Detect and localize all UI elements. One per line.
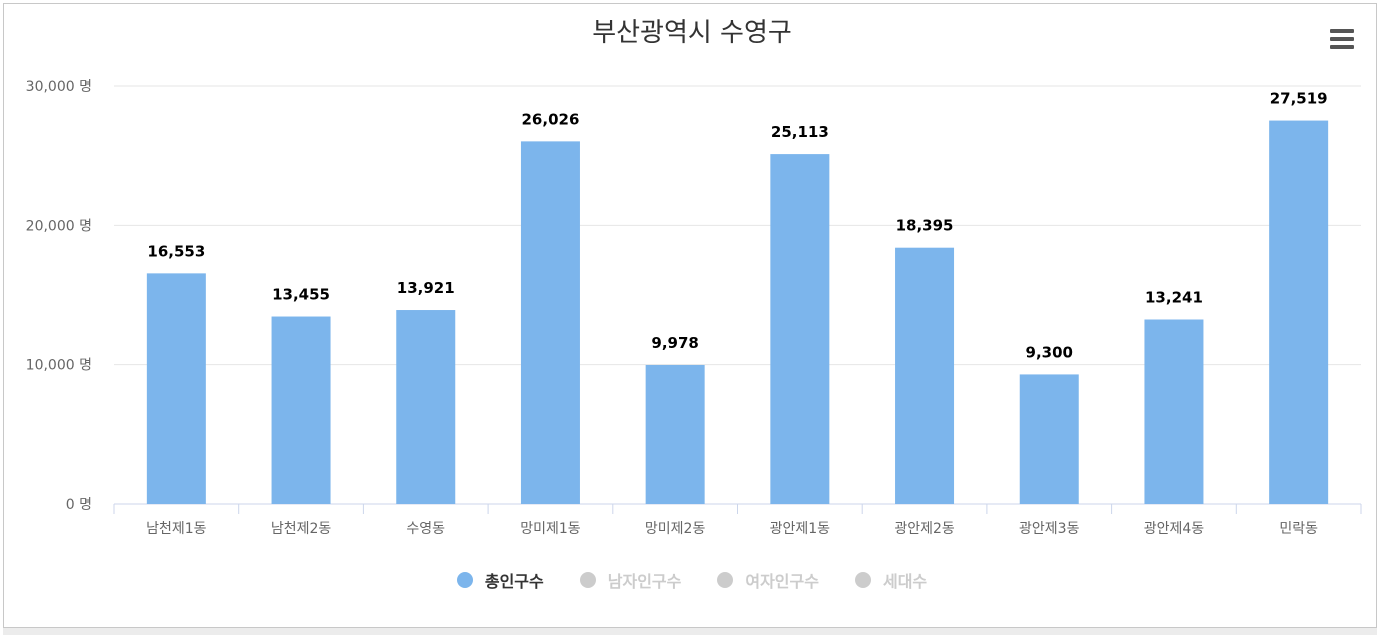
x-tick-label: 망미제2동 (645, 521, 706, 537)
bar[interactable] (1269, 120, 1329, 504)
y-tick-label: 0 명 (66, 497, 92, 513)
bar[interactable] (396, 310, 456, 504)
hamburger-menu-icon (1330, 29, 1354, 33)
x-tick-label: 남천제2동 (271, 521, 332, 537)
legend-item[interactable]: 총인구수 (456, 568, 544, 592)
legend-item[interactable]: 남자인구수 (579, 568, 682, 592)
bottom-divider (3, 628, 1377, 635)
bar[interactable] (271, 316, 331, 504)
x-tick-label: 광안제3동 (1019, 521, 1080, 537)
x-tick-label: 민락동 (1279, 521, 1318, 537)
legend-marker-icon (456, 572, 473, 588)
legend-marker-icon (579, 572, 596, 588)
y-tick-label: 20,000 명 (26, 218, 92, 234)
data-label: 18,395 (896, 217, 954, 235)
bar[interactable] (520, 141, 580, 504)
bar-chart: 0 명 10,000 명 20,000 명 30,000 명 16,553 남천제1동 13… (26, 79, 1362, 537)
data-label: 13,455 (272, 286, 330, 304)
data-label: 27,519 (1270, 90, 1328, 108)
legend-item[interactable]: 여자인구수 (717, 568, 819, 592)
legend-label: 총인구수 (484, 572, 544, 591)
x-tick-label: 광안제2동 (894, 521, 955, 537)
chart-menu-button[interactable] (1326, 25, 1358, 53)
bar[interactable] (1144, 319, 1204, 504)
data-label: 9,300 (1026, 343, 1073, 361)
bar[interactable] (146, 273, 206, 504)
x-tick-label: 광안제1동 (770, 521, 831, 537)
legend-marker-icon (854, 572, 871, 588)
y-tick-label: 10,000 명 (26, 358, 92, 374)
data-label: 26,026 (522, 110, 580, 128)
hamburger-menu-icon-line (1330, 37, 1354, 41)
x-tick-label: 광안제4동 (1144, 521, 1205, 537)
data-label: 16,553 (147, 242, 205, 260)
data-label: 13,921 (397, 279, 455, 297)
bar[interactable] (645, 364, 705, 504)
legend-label: 남자인구수 (607, 572, 682, 591)
hamburger-menu-icon-line (1330, 45, 1354, 49)
bar[interactable] (895, 247, 955, 504)
data-label: 9,978 (651, 334, 698, 352)
data-label: 13,241 (1145, 289, 1203, 307)
chart-title: 부산광역시 수영구 (592, 18, 792, 48)
legend-label: 세대수 (882, 572, 928, 591)
y-tick-label: 30,000 명 (26, 79, 92, 95)
x-tick-label: 수영동 (406, 521, 445, 537)
legend-label: 여자인구수 (745, 572, 819, 591)
bar[interactable] (1019, 374, 1079, 504)
chart-container (3, 3, 1377, 628)
x-tick-label: 남천제1동 (146, 521, 207, 537)
x-tick-label: 망미제1동 (520, 521, 581, 537)
data-label: 25,113 (771, 123, 829, 141)
chart-legend: 총인구수 남자인구수 여자인구수 세대수 (0, 568, 1384, 592)
legend-marker-icon (717, 572, 734, 588)
bar[interactable] (770, 154, 830, 504)
legend-item[interactable]: 세대수 (854, 568, 928, 592)
